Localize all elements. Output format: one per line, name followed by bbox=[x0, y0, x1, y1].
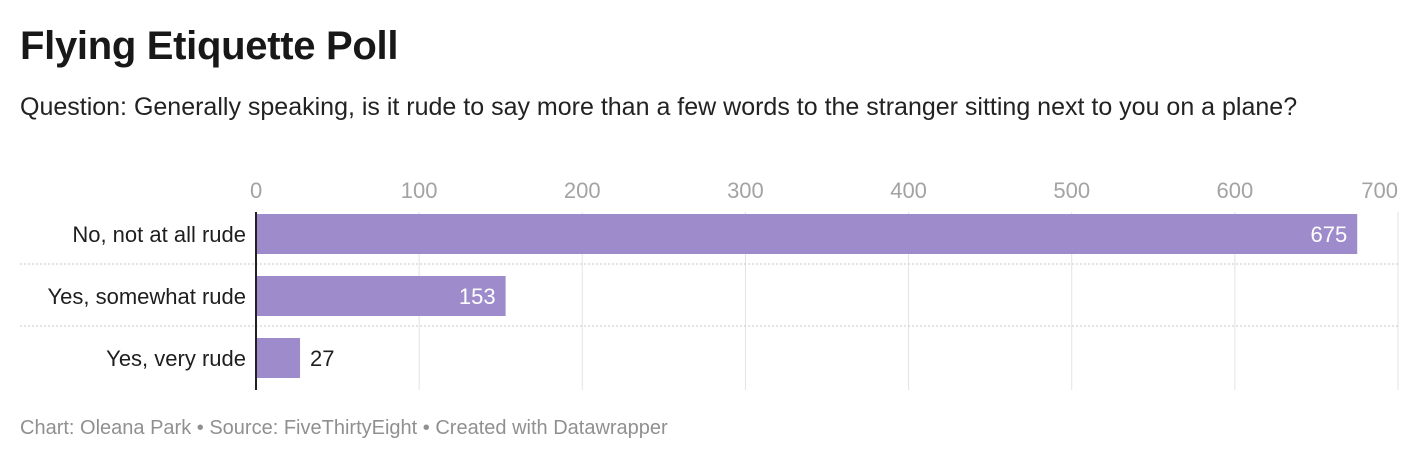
source-label: Source: bbox=[209, 417, 279, 439]
x-tick-label: 600 bbox=[1216, 178, 1253, 203]
chart-title: Flying Etiquette Poll bbox=[20, 24, 399, 68]
source-name: FiveThirtyEight bbox=[283, 417, 418, 439]
category-label: No, not at all rude bbox=[72, 222, 246, 247]
bar-chart: 0 100 200 300 400 500 600 700 No, not at all rud… bbox=[20, 178, 1399, 390]
category-label: Yes, very rude bbox=[106, 346, 246, 371]
credit-label: Chart: bbox=[20, 417, 75, 439]
value-label: 27 bbox=[310, 346, 334, 371]
value-label: 675 bbox=[1310, 222, 1347, 247]
x-tick-label: 300 bbox=[727, 178, 764, 203]
x-tick-label: 200 bbox=[564, 178, 601, 203]
value-label: 153 bbox=[459, 284, 496, 309]
chart-subtitle: Question: Generally speaking, is it rude… bbox=[20, 93, 1298, 121]
x-tick-label: 700 bbox=[1361, 178, 1398, 203]
bar bbox=[256, 276, 506, 316]
credit-name: Oleana Park bbox=[80, 417, 192, 439]
created-with: Created with Datawrapper bbox=[435, 417, 668, 439]
footer-separator: • bbox=[196, 417, 204, 439]
x-tick-label: 0 bbox=[250, 178, 262, 203]
footer-separator: • bbox=[422, 417, 430, 439]
x-tick-label: 500 bbox=[1053, 178, 1090, 203]
bar bbox=[256, 338, 301, 378]
category-label: Yes, somewhat rude bbox=[47, 284, 246, 309]
x-tick-label: 400 bbox=[890, 178, 927, 203]
bar bbox=[256, 214, 1358, 254]
x-tick-label: 100 bbox=[401, 178, 438, 203]
chart-footer: Chart: Oleana Park • Source: FiveThirtyE… bbox=[20, 417, 668, 440]
